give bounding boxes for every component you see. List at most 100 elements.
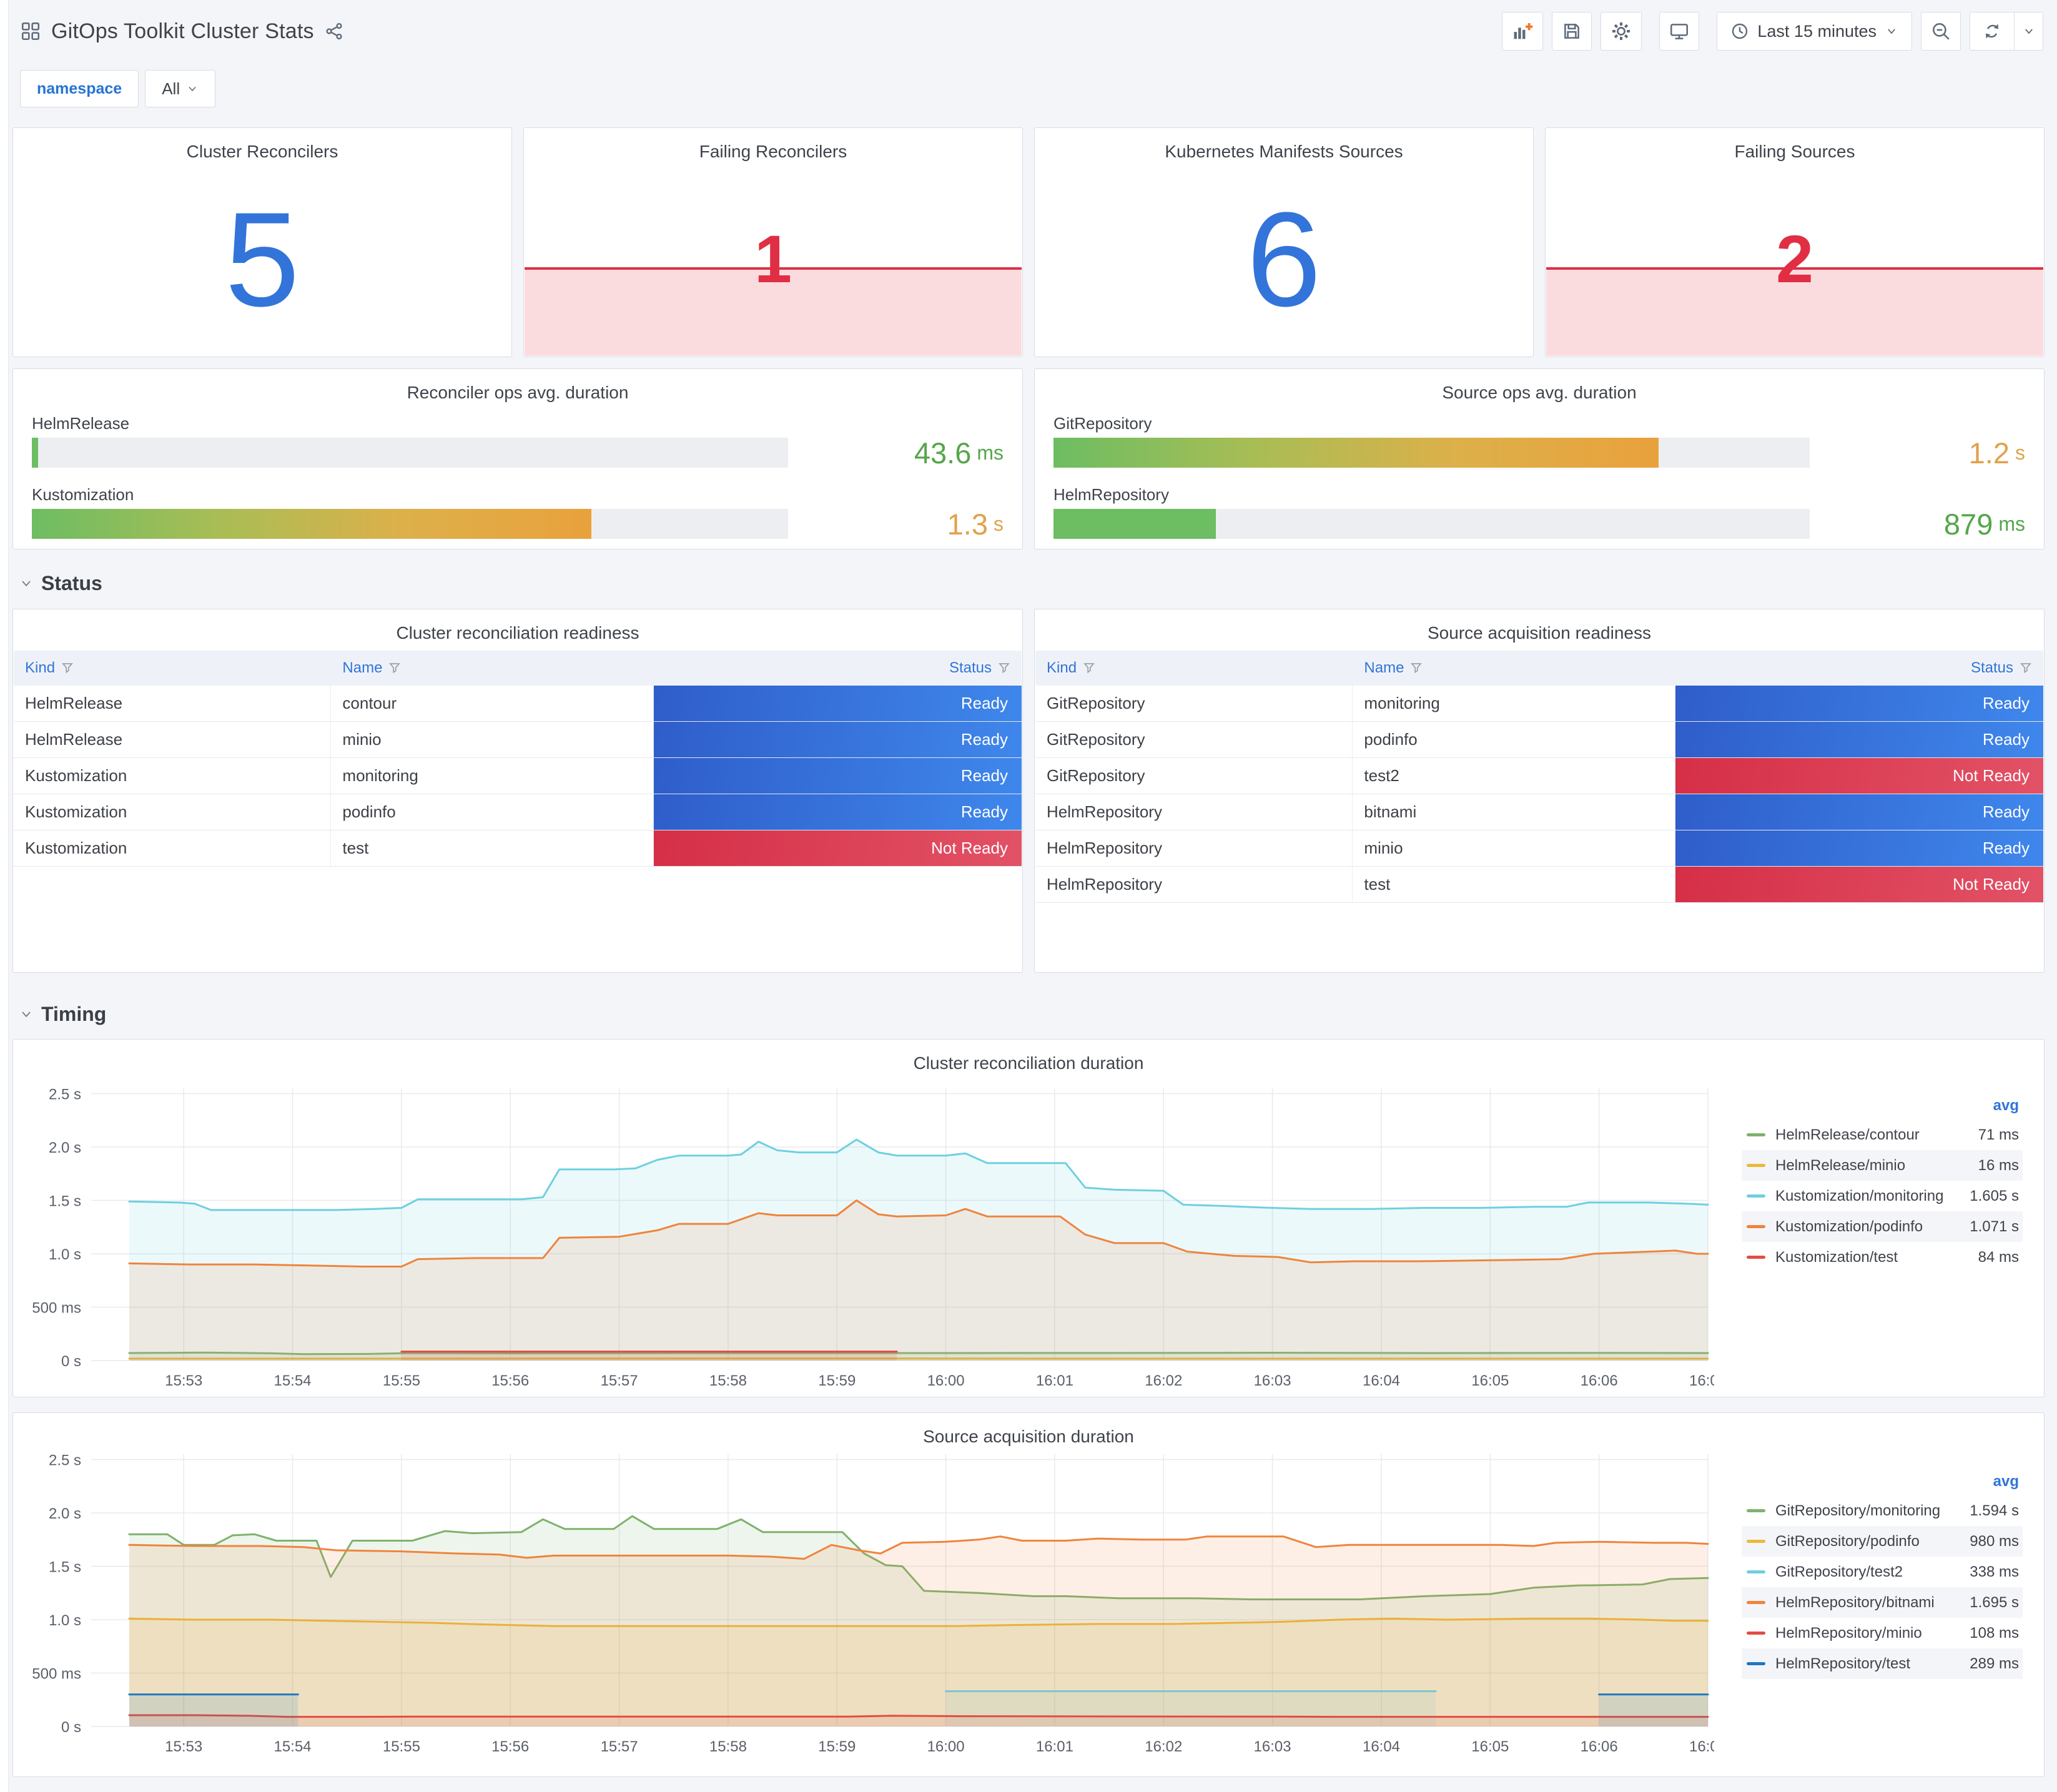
legend-item[interactable]: Kustomization/test 84 ms (1742, 1242, 2023, 1273)
svg-text:16:03: 16:03 (1254, 1738, 1291, 1755)
series-color-swatch (1747, 1256, 1765, 1259)
variable-label-namespace[interactable]: namespace (20, 70, 139, 107)
column-header-kind[interactable]: Kind (14, 651, 331, 686)
dashboard-settings-button[interactable] (1601, 12, 1642, 51)
section-label: Status (41, 571, 102, 594)
time-range-picker[interactable]: Last 15 minutes (1717, 12, 1912, 51)
panel-title[interactable]: Cluster reconciliation readiness (396, 623, 639, 642)
variable-value-dropdown[interactable]: All (145, 70, 216, 107)
filter-funnel-icon[interactable] (998, 662, 1010, 674)
series-color-swatch (1747, 1133, 1765, 1136)
zoom-out-icon (1930, 21, 1951, 42)
filter-funnel-icon[interactable] (388, 662, 401, 674)
zoom-out-button[interactable] (1921, 12, 1961, 51)
column-header-name[interactable]: Name (1353, 651, 1675, 686)
gauge-value-number: 1.2 (1968, 436, 2010, 470)
panel-title[interactable]: Source acquisition readiness (1428, 623, 1651, 642)
gauge-fill (32, 438, 38, 468)
series-color-swatch (1747, 1570, 1765, 1573)
column-header-name[interactable]: Name (331, 651, 653, 686)
panel-title[interactable]: Failing Reconcilers (699, 142, 847, 161)
series-avg-value: 84 ms (1978, 1248, 2019, 1266)
series-avg-value: 289 ms (1970, 1655, 2019, 1672)
status-badge: Ready (653, 794, 1022, 830)
time-series-plot[interactable]: 0 s 500 ms 1.0 s 1.5 s 2.0 s 2.5 s 15:53 15:54 1… (13, 1078, 1714, 1393)
panel-title[interactable]: Source ops avg. duration (1442, 383, 1637, 402)
tv-mode-icon (1669, 21, 1690, 42)
name-cell: test (1353, 867, 1675, 902)
filter-funnel-icon[interactable] (2020, 662, 2032, 674)
legend-item[interactable]: GitRepository/test2 338 ms (1742, 1557, 2023, 1587)
kind-cell: GitRepository (1035, 686, 1353, 721)
filter-funnel-icon[interactable] (61, 662, 74, 674)
dashboard-toolbar: Last 15 minutes (1502, 12, 2043, 51)
panel-title[interactable]: Kubernetes Manifests Sources (1165, 142, 1403, 161)
legend-item[interactable]: Kustomization/monitoring 1.605 s (1742, 1181, 2023, 1211)
chevron-down-icon (1884, 24, 1899, 39)
svg-text:16:01: 16:01 (1036, 1738, 1073, 1755)
tables-row: Cluster reconciliation readiness Kind Nam… (12, 609, 2045, 973)
legend-item[interactable]: HelmRepository/minio 108 ms (1742, 1618, 2023, 1648)
status-badge: Ready (1675, 830, 2043, 866)
legend-item[interactable]: HelmRepository/test 289 ms (1742, 1648, 2023, 1679)
gauge-value-number: 879 (1943, 507, 1993, 541)
table-row: HelmRepository bitnami Ready (1035, 794, 2043, 830)
svg-text:16:05: 16:05 (1471, 1738, 1509, 1755)
legend-item[interactable]: GitRepository/monitoring 1.594 s (1742, 1495, 2023, 1526)
tv-mode-button[interactable] (1659, 12, 1700, 51)
refresh-interval-dropdown[interactable] (2014, 12, 2043, 50)
share-icon[interactable] (324, 21, 344, 41)
kind-cell: HelmRepository (1035, 867, 1353, 902)
svg-text:500 ms: 500 ms (32, 1666, 81, 1683)
filter-funnel-icon[interactable] (1410, 662, 1423, 674)
legend-item[interactable]: HelmRepository/bitnami 1.695 s (1742, 1587, 2023, 1618)
svg-text:16:04: 16:04 (1363, 1372, 1400, 1389)
series-avg-value: 1.605 s (1970, 1187, 2019, 1204)
series-name: Kustomization/monitoring (1775, 1187, 1944, 1204)
column-header-status[interactable]: Status (654, 651, 1022, 686)
series-name: GitRepository/podinfo (1775, 1532, 1920, 1550)
series-name: HelmRelease/contour (1775, 1126, 1920, 1143)
series-name: GitRepository/monitoring (1775, 1502, 1941, 1519)
refresh-button[interactable] (1970, 12, 2014, 50)
svg-text:15:57: 15:57 (601, 1738, 638, 1755)
stats-row: Cluster Reconcilers 5 Failing Reconciler… (12, 127, 2045, 357)
panel-title[interactable]: Source acquisition duration (923, 1427, 1134, 1446)
gauge-row: GitRepository 1.2 s (1053, 414, 2025, 470)
gauge-row: Kustomization 1.3 s (32, 485, 1004, 541)
status-badge: Ready (653, 758, 1022, 794)
legend-item[interactable]: HelmRelease/minio 16 ms (1742, 1150, 2023, 1181)
kind-cell: HelmRepository (1035, 830, 1353, 866)
gauge-value: 1.3 s (947, 508, 1004, 541)
gear-icon (1610, 20, 1632, 42)
column-label: Kind (25, 659, 56, 676)
panel-title[interactable]: Reconciler ops avg. duration (407, 383, 629, 402)
kind-cell: HelmRepository (1035, 794, 1353, 830)
legend-avg-header[interactable]: avg (1993, 1473, 2019, 1490)
gauge-value-unit: ms (977, 441, 1004, 464)
column-header-status[interactable]: Status (1675, 651, 2043, 686)
column-header-kind[interactable]: Kind (1035, 651, 1353, 686)
legend-avg-header[interactable]: avg (1993, 1097, 2019, 1114)
svg-text:16:00: 16:00 (927, 1738, 965, 1755)
series-color-swatch (1747, 1540, 1765, 1543)
gauge-value-unit: s (994, 512, 1004, 535)
row-toggle-timing[interactable]: Timing (19, 994, 106, 1034)
series-avg-value: 338 ms (1970, 1563, 2019, 1580)
svg-text:15:59: 15:59 (818, 1738, 856, 1755)
row-toggle-status[interactable]: Status (19, 563, 102, 603)
legend-item[interactable]: Kustomization/podinfo 1.071 s (1742, 1211, 2023, 1242)
status-badge: Not Ready (1675, 758, 2043, 794)
legend-item[interactable]: GitRepository/podinfo 980 ms (1742, 1526, 2023, 1557)
gauge-row: HelmRelease 43.6 ms (32, 414, 1004, 470)
legend-item[interactable]: HelmRelease/contour 71 ms (1742, 1120, 2023, 1150)
filter-funnel-icon[interactable] (1083, 662, 1095, 674)
add-panel-button[interactable] (1502, 12, 1544, 51)
chevron-down-icon (2021, 24, 2036, 39)
stat-value: 5 (225, 184, 300, 335)
panel-title[interactable]: Cluster Reconcilers (186, 142, 338, 161)
time-series-plot[interactable]: 0 s 500 ms 1.0 s 1.5 s 2.0 s 2.5 s 15:53 15:54 1… (13, 1444, 1714, 1759)
panel-title[interactable]: Cluster reconciliation duration (913, 1053, 1144, 1073)
panel-title[interactable]: Failing Sources (1734, 142, 1855, 161)
save-dashboard-button[interactable] (1552, 12, 1592, 51)
